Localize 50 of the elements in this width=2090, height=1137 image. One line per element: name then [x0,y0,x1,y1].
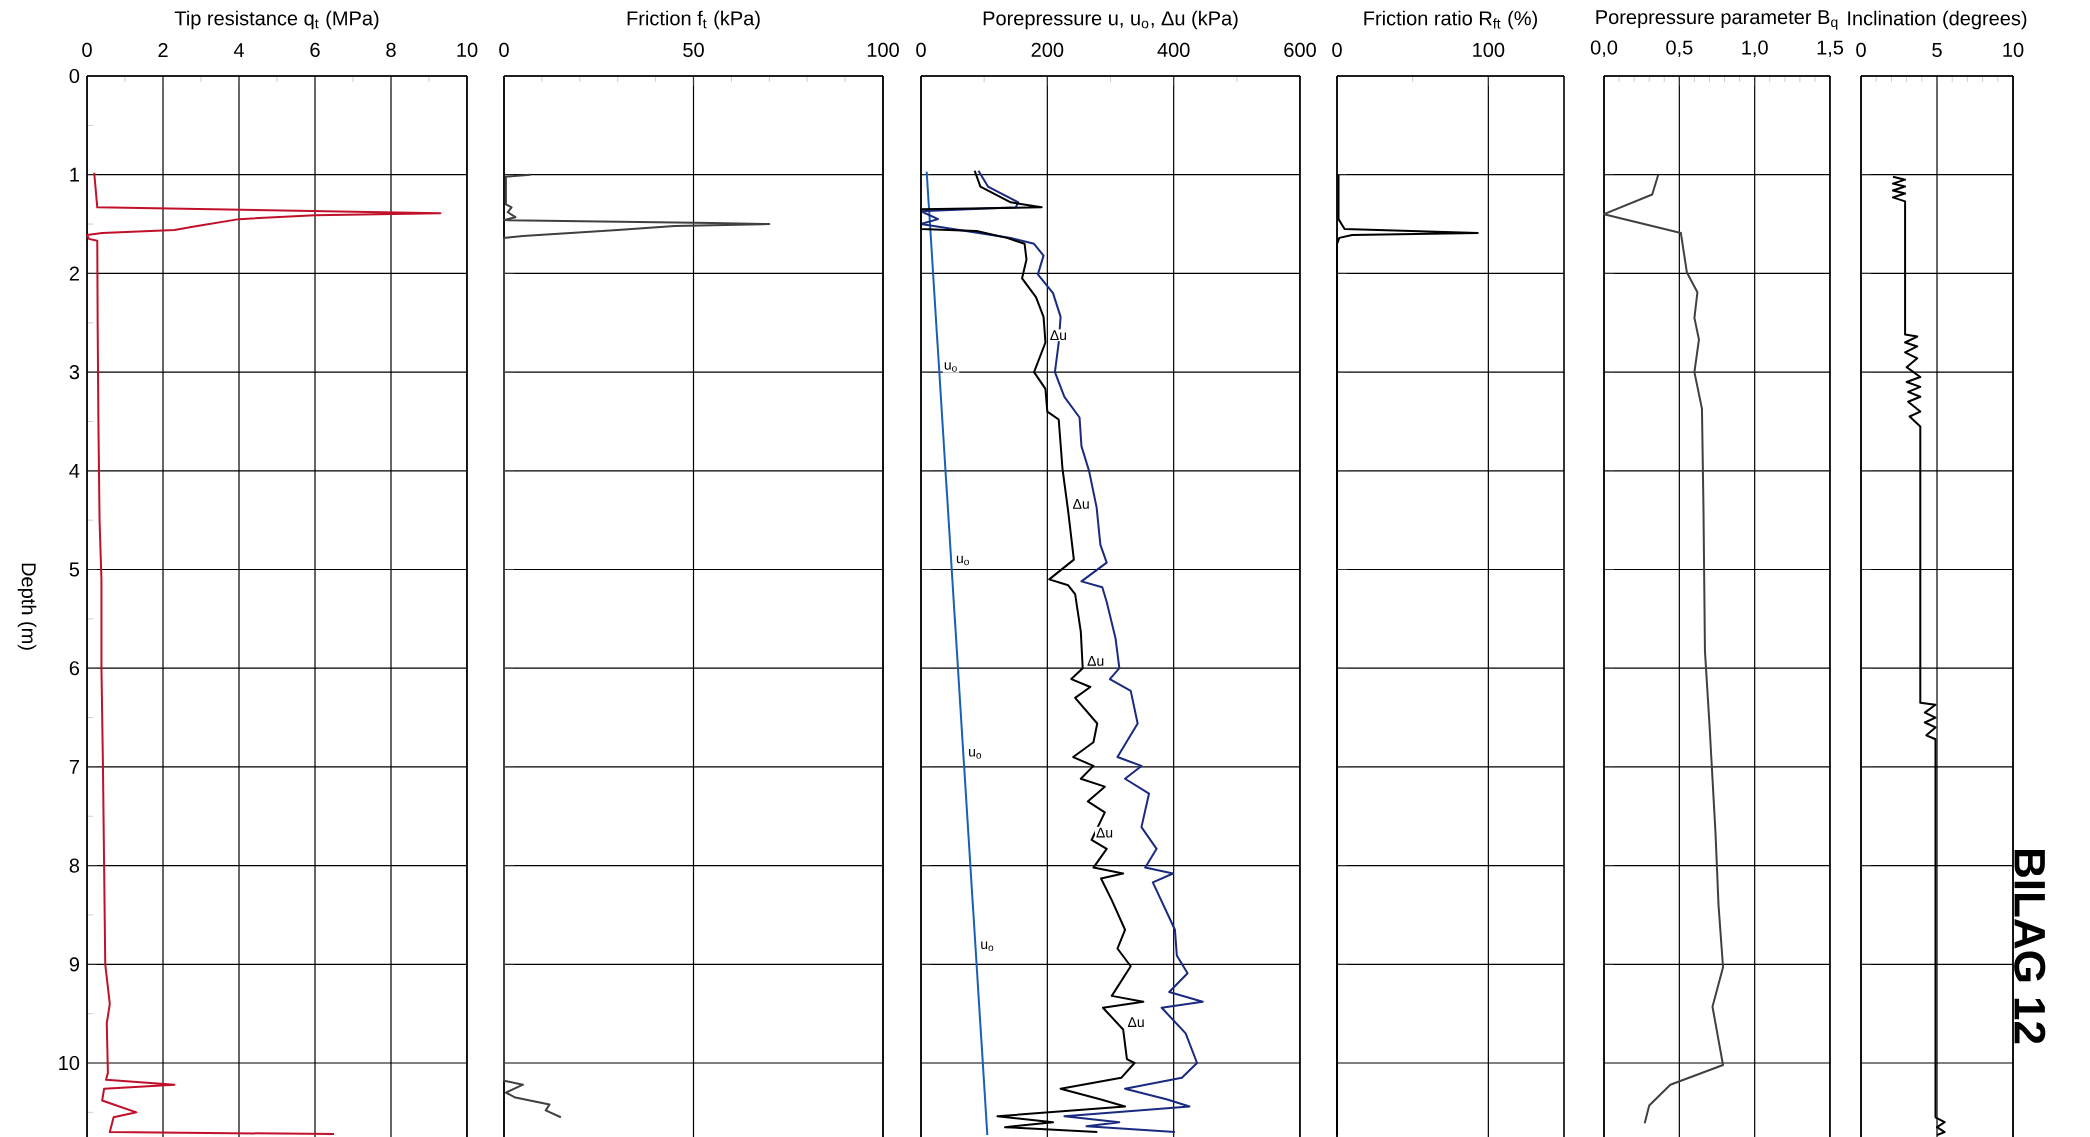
annotation: u$_{o}$ [969,749,982,759]
chart-title: Friction ratio R$_{ft}$ (%) [1364,10,1538,30]
chart-title: Porepressure parameter B$_{q}$ [1596,10,1838,30]
y-tick-label: 5 [69,562,80,577]
y-tick-label: 8 [69,858,80,873]
x-tick-label: 100 [1473,42,1505,57]
x-tick-label: 0 [916,42,926,57]
x-tick-label: 10 [457,42,478,57]
x-tick-label: 8 [386,42,396,57]
x-tick-label: 400 [1157,42,1190,57]
y-tick-label: 2 [69,266,79,281]
annotation: Δu [1127,1017,1144,1028]
y-tick-label: 1 [70,167,79,182]
x-tick-label: 1,5 [1817,40,1844,57]
chart-title: Friction f$_{t}$ (kPa) [627,10,760,30]
x-tick-label: 4 [233,43,244,57]
text: BILAG 12 [2014,849,2046,1044]
x-tick-label: 0 [499,42,509,57]
x-tick-label: 6 [310,42,320,57]
annotation: u$_{o}$ [956,555,969,566]
annotation: u$_{o}$ [981,941,994,952]
x-tick-label: 100 [867,42,899,57]
annotation: Δu [1050,330,1067,341]
x-tick-label: 0 [82,42,92,57]
annotation: Δu [1087,656,1104,666]
y-tick-label: 6 [69,661,80,676]
x-tick-label: 50 [683,42,704,57]
y-tick-label: 0 [69,68,80,84]
annotation: Δu [1096,827,1113,838]
y-axis-title: Depth (m) [17,563,37,650]
x-tick-label: 0 [1332,42,1342,57]
y-tick-label: 4 [69,463,80,478]
y-tick-label: 10 [59,1055,80,1071]
x-tick-label: 10 [2003,42,2024,57]
x-tick-label: 0,5 [1666,40,1693,57]
annotation: u$_{o}$ [944,362,957,372]
x-tick-label: 1,0 [1742,40,1768,57]
chart-title: Inclination (degrees) [1848,10,2027,30]
x-tick-label: 0,0 [1590,40,1618,57]
y-tick-label: 9 [69,957,80,972]
annotation: Δu [1072,499,1089,509]
x-tick-label: 200 [1031,42,1064,57]
x-tick-label: 600 [1284,42,1316,57]
y-tick-label: 3 [69,365,80,380]
y-tick-label: 7 [69,760,79,774]
chart-title: Porepressure u, u$_{o}$, Δu (kPa) [983,10,1238,30]
x-tick-label: 5 [1932,42,1942,57]
chart-title: Tip resistance q$_{t}$ (MPa) [174,10,379,30]
x-tick-label: 0 [1856,42,1866,57]
x-tick-label: 2 [158,43,168,57]
